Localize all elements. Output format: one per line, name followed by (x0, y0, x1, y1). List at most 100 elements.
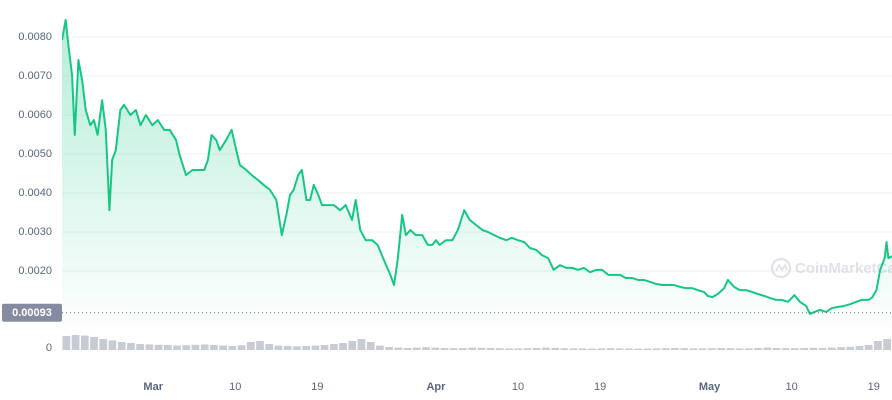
volume-bar (708, 348, 716, 350)
volume-bar (643, 348, 652, 350)
x-tick-label: May (699, 381, 721, 393)
volume-bar (228, 346, 237, 350)
volume-bars (62, 335, 891, 350)
y-tick-label: 0.0070 (18, 70, 52, 82)
volume-bar (108, 340, 117, 350)
volume-bar (781, 348, 790, 350)
volume-bar (671, 348, 679, 350)
volume-bar (597, 348, 606, 350)
volume-bar (680, 348, 689, 350)
volume-bar (606, 348, 615, 350)
volume-bar (505, 348, 513, 350)
volume-bar (329, 344, 338, 350)
volume-bar (809, 347, 818, 350)
y-tick-label: 0.0060 (18, 109, 52, 121)
volume-bar (542, 347, 550, 350)
volume-bar (763, 347, 772, 350)
x-tick-label: Apr (426, 381, 446, 393)
volume-bar (459, 348, 467, 350)
volume-bar (246, 342, 255, 350)
volume-bar (154, 344, 163, 350)
price-marker-box (2, 303, 62, 322)
volume-bar (311, 345, 320, 350)
x-tick-label: 19 (311, 381, 323, 393)
volume-bar (560, 348, 569, 350)
volume-bar (80, 335, 89, 350)
volume-bar (320, 345, 329, 350)
volume-bar (293, 346, 301, 350)
volume-bar (394, 347, 403, 350)
volume-bar (219, 345, 227, 350)
price-series (62, 18, 892, 330)
volume-bar (486, 348, 495, 350)
volume-bar (210, 345, 218, 350)
volume-bar (99, 339, 108, 350)
volume-bar (440, 348, 449, 350)
volume-bar (744, 348, 753, 350)
volume-bar (827, 347, 836, 350)
volume-bar (615, 348, 624, 350)
volume-bar (698, 348, 707, 350)
volume-bar (302, 346, 310, 350)
price-line (62, 18, 892, 315)
volume-bar (874, 341, 882, 350)
x-tick-label: 19 (594, 381, 606, 393)
volume-bar (883, 339, 891, 350)
volume-bar (523, 348, 532, 350)
volume-bar (237, 345, 246, 350)
volume-bar (578, 348, 587, 350)
volume-bar (735, 348, 744, 350)
volume-bar (495, 348, 504, 350)
volume-bar (422, 347, 430, 350)
volume-bar (468, 347, 476, 350)
volume-bar (689, 348, 698, 350)
volume-bar (191, 344, 200, 350)
volume-bar (726, 348, 735, 350)
volume-bar (163, 345, 172, 350)
watermark: CoinMarketCap (770, 257, 892, 279)
volume-bar (855, 346, 864, 350)
volume-tick-label: 0 (46, 342, 52, 354)
volume-bar (717, 348, 725, 350)
price-area (62, 19, 892, 330)
price-marker-label: 0.00093 (12, 307, 52, 319)
volume-bar (477, 347, 486, 350)
volume-bar (62, 336, 71, 350)
volume-bar (661, 348, 670, 350)
x-tick-label: 10 (229, 381, 241, 393)
volume-bar (376, 345, 384, 350)
volume-bar (348, 341, 357, 350)
volume-bar (837, 347, 845, 350)
y-tick-label: 0.0020 (18, 265, 52, 277)
volume-bar (864, 345, 873, 350)
volume-bar (173, 345, 181, 350)
volume-bar (800, 348, 808, 350)
volume-bar (357, 339, 366, 350)
volume-bar (625, 348, 633, 350)
volume-bar (117, 342, 126, 350)
y-tick-label: 0.0050 (18, 148, 52, 160)
volume-bar (551, 348, 559, 350)
watermark-logo-mark (775, 262, 788, 272)
volume-bar (127, 343, 135, 350)
volume-bar (791, 348, 799, 350)
volume-bar (385, 347, 393, 350)
watermark-text: CoinMarketCap (795, 260, 892, 277)
volume-bar (274, 345, 283, 350)
volume-bar (569, 348, 578, 350)
volume-bar (412, 347, 421, 350)
x-tick-label: 10 (512, 381, 524, 393)
volume-bar (403, 348, 412, 350)
volume-bar (182, 345, 191, 350)
volume-bar (339, 343, 347, 350)
volume-bar (588, 348, 596, 350)
volume-bar (449, 348, 458, 350)
volume-bar (431, 347, 440, 350)
volume-bar (145, 344, 154, 350)
volume-bar (532, 348, 541, 350)
y-tick-label: 0.0040 (18, 187, 52, 199)
volume-bar (634, 348, 642, 350)
x-tick-label: Mar (143, 381, 163, 393)
volume-bar (136, 344, 144, 350)
volume-bar (818, 348, 827, 350)
